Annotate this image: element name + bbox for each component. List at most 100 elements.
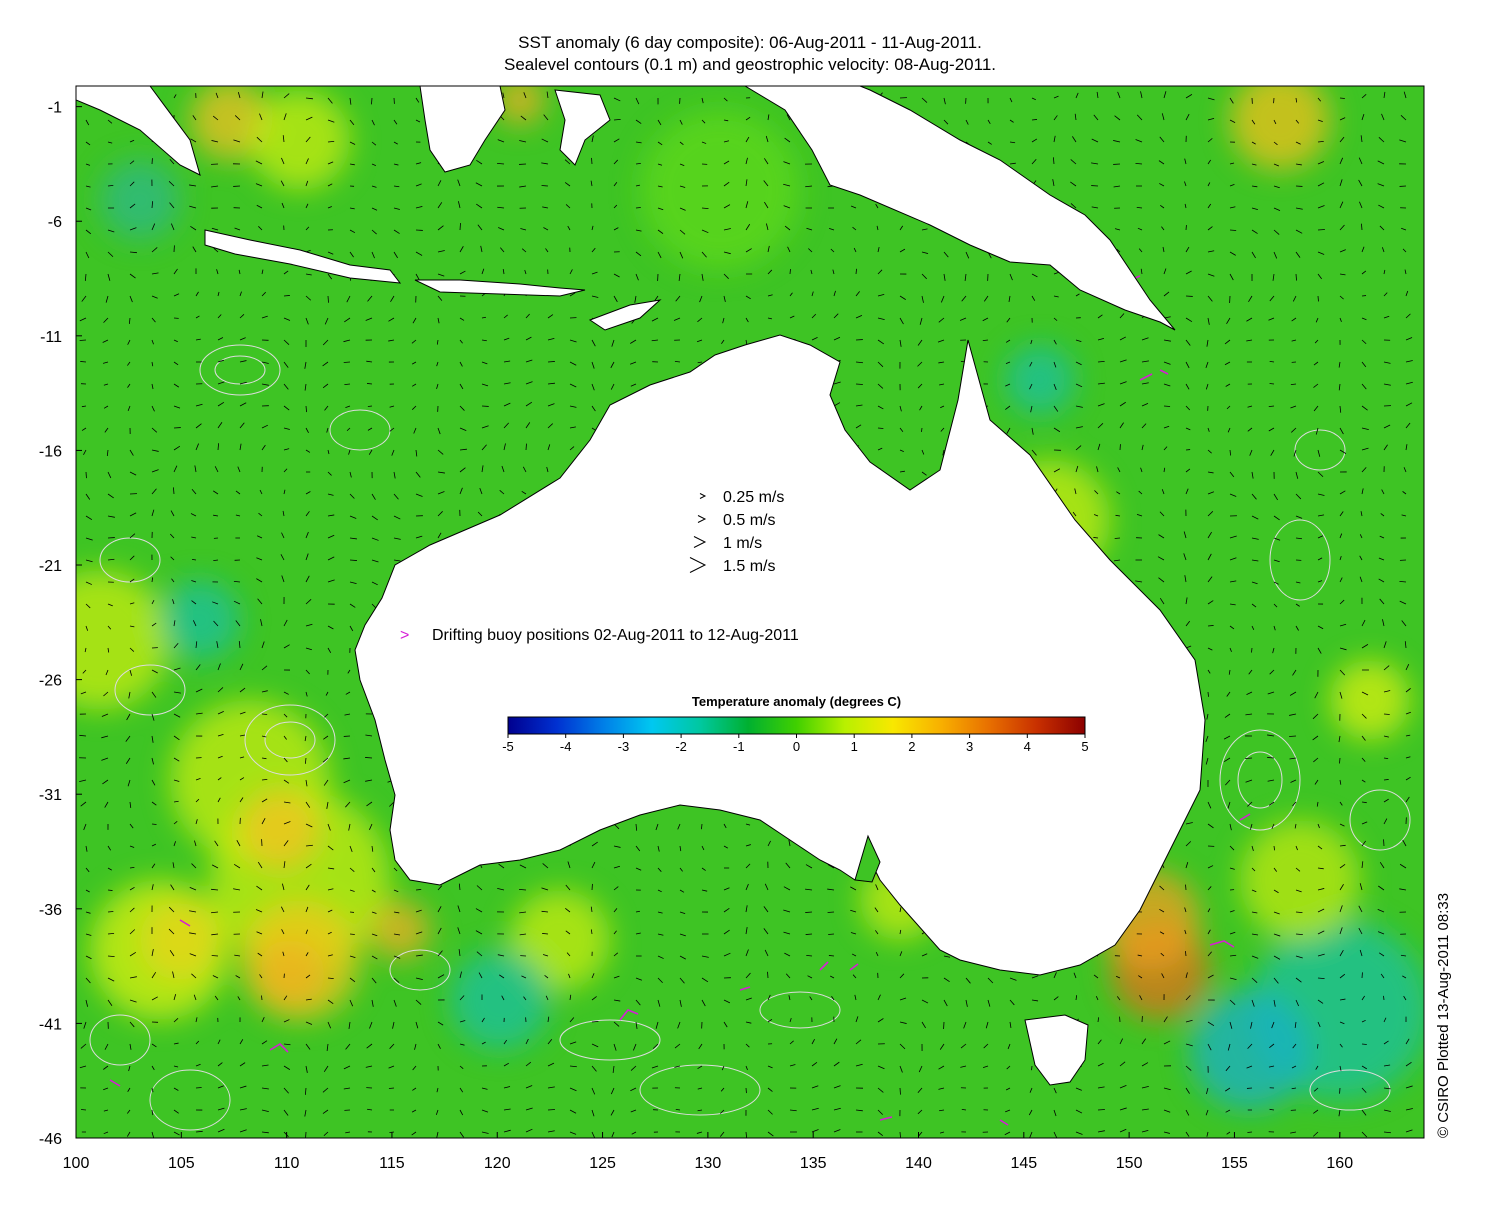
velocity-arrow	[1361, 644, 1369, 649]
contour-line	[114, 664, 186, 716]
velocity-arrow	[1113, 559, 1121, 562]
velocity-arrow	[371, 537, 379, 541]
velocity-arrow	[918, 1131, 923, 1136]
velocity-arrow	[1246, 339, 1253, 342]
velocity-arrow	[675, 295, 681, 302]
velocity-arrow	[437, 273, 445, 277]
velocity-arrow	[1295, 999, 1300, 1007]
velocity-arrow	[745, 1043, 750, 1048]
velocity-arrow	[1268, 405, 1275, 408]
velocity-arrow	[1339, 998, 1346, 1001]
velocity-arrow	[327, 471, 332, 476]
velocity-arrow	[261, 1040, 268, 1045]
velocity-arrow	[415, 931, 423, 935]
velocity-arrow	[349, 603, 356, 608]
velocity-arrow	[104, 427, 109, 433]
velocity-arrow	[1229, 557, 1237, 561]
velocity-arrow	[723, 295, 726, 302]
velocity-arrow	[723, 251, 731, 255]
map-plot-area	[76, 86, 1424, 1138]
velocity-arrow	[371, 119, 375, 126]
velocity-arrow	[437, 449, 444, 455]
velocity-arrow	[257, 598, 263, 605]
velocity-arrow	[1184, 158, 1187, 165]
velocity-arrow	[497, 206, 505, 209]
velocity-arrow	[875, 884, 879, 891]
velocity-arrow	[723, 908, 730, 913]
velocity-arrow	[436, 383, 439, 390]
velocity-arrow	[1383, 361, 1391, 364]
velocity-arrow	[1207, 182, 1211, 187]
velocity-arrow	[327, 119, 335, 123]
velocity-arrow	[1361, 246, 1365, 253]
velocity-arrow	[1207, 138, 1213, 143]
velocity-arrow	[613, 295, 618, 303]
velocity-arrow	[107, 515, 115, 518]
velocity-arrow	[1005, 1087, 1011, 1091]
velocity-arrow	[437, 511, 443, 517]
velocity-arrow	[1248, 669, 1253, 675]
velocity-arrow	[1097, 361, 1105, 363]
velocity-arrow	[324, 405, 329, 411]
velocity-arrow	[783, 886, 791, 891]
velocity-arrow	[349, 625, 354, 632]
velocity-arrow	[1116, 491, 1121, 495]
velocity-arrow	[459, 317, 465, 321]
velocity-arrow	[173, 642, 179, 649]
velocity-arrow	[1141, 1038, 1147, 1045]
colorbar-tick-label: -5	[502, 739, 514, 754]
velocity-arrow	[1383, 383, 1391, 386]
velocity-arrow	[723, 181, 730, 187]
velocity-arrow	[1339, 224, 1345, 231]
velocity-arrow	[261, 91, 264, 99]
velocity-arrow	[1225, 1065, 1231, 1072]
velocity-arrow	[305, 203, 309, 209]
velocity-arrow	[987, 141, 992, 145]
velocity-arrow	[1075, 445, 1082, 451]
velocity-arrow	[151, 449, 159, 452]
velocity-arrow	[436, 339, 439, 345]
velocity-arrow	[305, 974, 311, 979]
velocity-arrow	[1402, 839, 1407, 847]
velocity-arrow	[833, 381, 841, 385]
velocity-arrow	[305, 998, 312, 1001]
velocity-arrow	[412, 1065, 417, 1071]
velocity-arrow	[1113, 140, 1121, 143]
velocity-arrow	[854, 994, 857, 1001]
y-tick-label: -41	[39, 1016, 62, 1033]
velocity-arrow	[1163, 425, 1170, 429]
velocity-arrow	[1135, 139, 1143, 143]
velocity-arrow	[1380, 513, 1385, 517]
velocity-arrow	[1207, 118, 1215, 121]
velocity-arrow	[105, 295, 109, 303]
buoy-track	[739, 986, 751, 991]
velocity-arrow	[1338, 735, 1341, 743]
velocity-arrow	[172, 971, 175, 979]
velocity-arrow	[349, 537, 357, 540]
velocity-arrow	[393, 163, 399, 166]
x-tick-label: 130	[695, 1155, 722, 1172]
sulawesi-landmass	[554, 89, 611, 166]
velocity-arrow	[965, 251, 970, 259]
velocity-arrow	[415, 251, 423, 256]
velocity-arrow	[679, 141, 684, 145]
velocity-arrow	[1378, 204, 1385, 209]
velocity-arrow	[569, 446, 575, 451]
velocity-arrow	[255, 909, 263, 913]
velocity-arrow	[169, 950, 175, 957]
velocity-arrow	[1229, 845, 1235, 851]
velocity-arrow	[1163, 1016, 1168, 1023]
velocity-arrow	[807, 975, 813, 979]
velocity-arrow	[696, 339, 703, 343]
velocity-arrow	[239, 402, 247, 407]
velocity-arrow	[1378, 137, 1385, 143]
velocity-arrow	[723, 140, 730, 143]
x-tick-label: 140	[905, 1155, 932, 1172]
velocity-arrow	[371, 493, 376, 500]
velocity-arrow	[785, 862, 791, 869]
velocity-arrow	[151, 577, 154, 583]
velocity-arrow	[1138, 248, 1143, 253]
velocity-arrow	[701, 119, 706, 124]
velocity-arrow	[1119, 313, 1125, 319]
velocity-arrow	[1317, 535, 1324, 539]
